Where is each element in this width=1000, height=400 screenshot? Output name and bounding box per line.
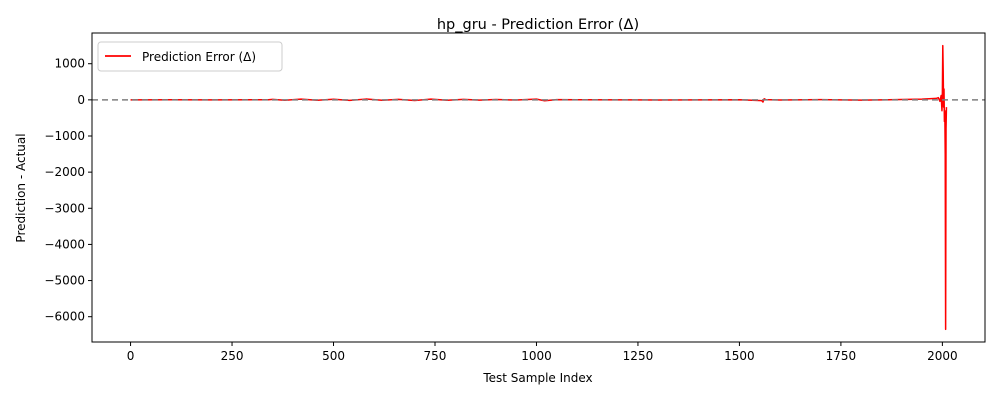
series-line-0: [130, 44, 948, 331]
chart-title: hp_gru - Prediction Error (Δ): [437, 17, 639, 33]
legend: Prediction Error (Δ): [97, 41, 283, 72]
x-tick-label: 1250: [623, 349, 654, 363]
x-axis-label: Test Sample Index: [482, 371, 592, 385]
legend-box: [97, 41, 283, 72]
plot-area: [92, 44, 985, 331]
y-axis-label: Prediction - Actual: [14, 133, 28, 242]
y-tick-label: −1000: [44, 129, 85, 143]
x-tick-label: 2000: [927, 349, 958, 363]
legend-label: Prediction Error (Δ): [142, 50, 256, 64]
y-tick-label: −5000: [44, 274, 85, 288]
y-axis: −6000 −5000 −4000 −3000 −2000 −1000 0 1000: [44, 57, 92, 324]
y-tick-label: −6000: [44, 310, 85, 324]
x-tick-label: 750: [424, 349, 447, 363]
x-tick-label: 1000: [521, 349, 552, 363]
y-tick-label: −3000: [44, 201, 85, 215]
x-tick-label: 1750: [826, 349, 857, 363]
y-tick-label: −4000: [44, 237, 85, 251]
plot-frame: [91, 32, 986, 343]
y-tick-label: 1000: [54, 57, 85, 71]
x-tick-label: 250: [221, 349, 244, 363]
x-tick-label: 500: [322, 349, 345, 363]
x-tick-label: 0: [127, 349, 135, 363]
y-tick-label: 0: [77, 93, 85, 107]
x-tick-label: 1500: [724, 349, 755, 363]
y-tick-label: −2000: [44, 165, 85, 179]
x-axis: 0 250 500 750 1000 1250 1500 1750 2000: [127, 342, 958, 363]
